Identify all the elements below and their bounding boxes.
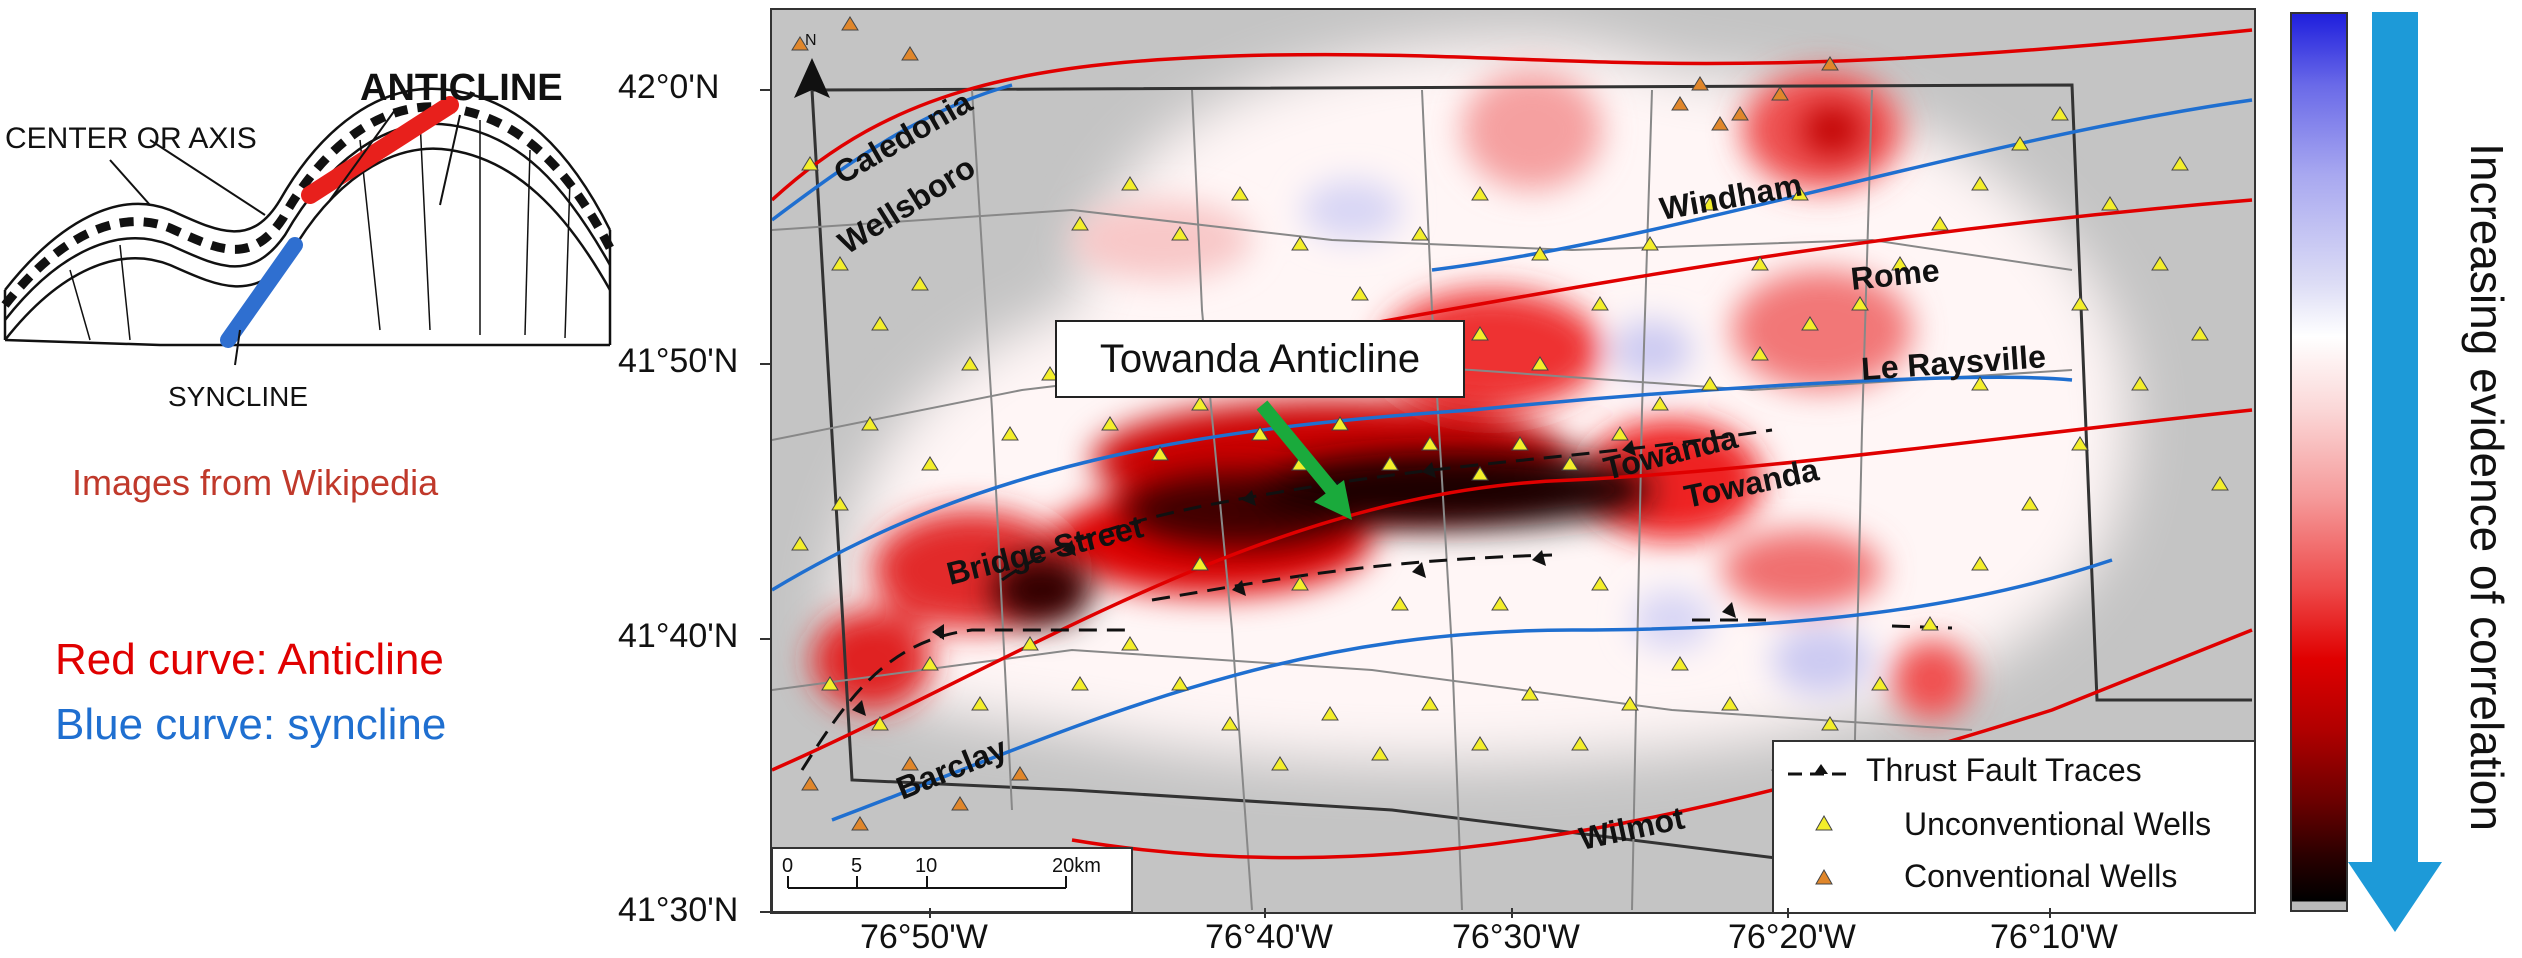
anticline-title: ANTICLINE [360, 67, 563, 109]
scale-tick: 20km [1052, 855, 1101, 877]
callout-box: Towanda Anticline [1055, 320, 1465, 398]
lat-label: 41°40'N [618, 617, 739, 655]
colorbar [2290, 12, 2348, 912]
scale-bar: 0 5 10 20km [772, 847, 1133, 912]
left-panel: CENTER OR AXIS ANTICLINE SYNCLINE Images… [0, 0, 640, 958]
north-label: N [805, 32, 817, 49]
legend-unconventional-label: Unconventional Wells [1904, 806, 2212, 842]
unconventional-wells [791, 106, 2229, 771]
map-legend: Thrust Fault Traces Unconventional Wells… [1772, 740, 2254, 912]
legend-conventional-label: Conventional Wells [1904, 858, 2178, 894]
geologic-map: Caledonia Wellsboro Windham Rome Le Rays… [770, 8, 2256, 914]
map-canvas: Caledonia Wellsboro Windham Rome Le Rays… [772, 16, 2253, 912]
colorbar-label: Increasing evidence of correlation [2461, 143, 2513, 831]
scale-tick: 0 [782, 855, 793, 877]
thrust-legend-symbol [1788, 762, 1854, 780]
lat-label: 41°30'N [618, 891, 739, 929]
lon-label: 76°20'W [1728, 918, 1856, 956]
callout-arrow [1256, 400, 1352, 520]
scale-tick: 5 [851, 855, 862, 877]
conventional-legend-symbol [1814, 868, 1834, 891]
unconventional-legend-symbol [1814, 814, 1834, 837]
north-arrow: N [794, 32, 830, 98]
lon-label: 76°10'W [1990, 918, 2118, 956]
syncline-label: SYNCLINE [168, 381, 308, 412]
syncline-curves [772, 83, 2253, 822]
scale-tick: 10 [915, 855, 937, 877]
lat-label: 42°0'N [618, 68, 720, 106]
lon-label: 76°40'W [1205, 918, 1333, 956]
correlation-arrow [2348, 12, 2442, 932]
lon-label: 76°50'W [860, 918, 988, 956]
colorbar-label-wrap: Increasing evidence of correlation [2452, 40, 2522, 920]
anticline-cross-section: CENTER OR AXIS ANTICLINE SYNCLINE [1, 67, 614, 412]
callout-label: Towanda Anticline [1099, 336, 1421, 381]
attribution: Images from Wikipedia [72, 462, 439, 503]
legend-thrust-label: Thrust Fault Traces [1866, 752, 2142, 788]
center-axis-label: CENTER OR AXIS [5, 122, 257, 155]
key-red: Red curve: Anticline [55, 635, 444, 684]
lon-label: 76°30'W [1452, 918, 1580, 956]
key-blue: Blue curve: syncline [55, 700, 447, 749]
lat-label: 41°50'N [618, 342, 739, 380]
